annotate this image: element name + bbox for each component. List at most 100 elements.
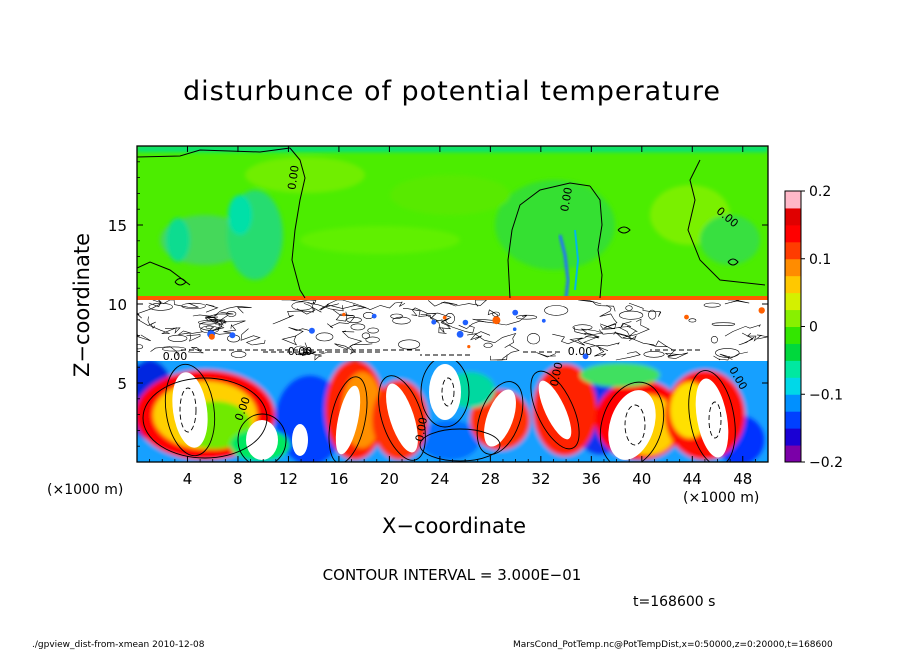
band-contour-loop bbox=[711, 322, 736, 327]
plot-area bbox=[137, 146, 768, 462]
colorbar-swatch bbox=[785, 309, 801, 327]
band-contour bbox=[307, 302, 344, 312]
chart-title: disturbunce of potential temperature bbox=[183, 76, 721, 107]
band-color-speck bbox=[462, 319, 469, 326]
upper-contours bbox=[137, 147, 766, 299]
colorbar-swatch bbox=[785, 377, 801, 395]
band-contour-loop bbox=[230, 350, 247, 358]
band-contour-loop bbox=[346, 316, 362, 323]
x-axis: 4 8 12 16 20 24 28 32 36 40 44 48 bbox=[149, 146, 756, 488]
band-color-speck bbox=[371, 313, 377, 319]
band-contour bbox=[746, 332, 768, 342]
colorbar-tick-label: −0.2 bbox=[809, 455, 843, 471]
band-contour bbox=[578, 299, 616, 312]
band-contour-loop bbox=[398, 339, 421, 350]
x-tick-label: 48 bbox=[733, 470, 752, 488]
x-tick-label: 32 bbox=[531, 470, 550, 488]
band-contour bbox=[474, 331, 517, 348]
x-tick-label: 24 bbox=[430, 470, 449, 488]
band-contour bbox=[713, 355, 730, 361]
x-tick-label: 20 bbox=[380, 470, 399, 488]
band-top-edge bbox=[137, 296, 768, 300]
band-color-speck bbox=[541, 318, 546, 323]
band-contour-loop bbox=[648, 309, 657, 320]
band-contour-loop bbox=[392, 316, 411, 325]
band-contour-loop bbox=[167, 334, 188, 342]
colorbar-tick-label: −0.1 bbox=[809, 387, 843, 403]
band-contour bbox=[613, 331, 637, 342]
band-contour bbox=[192, 314, 226, 324]
band-contour bbox=[281, 327, 315, 346]
colorbar-swatch bbox=[785, 191, 801, 209]
x-unit-label-left: (×1000 m) bbox=[47, 482, 124, 498]
colorbar-swatch bbox=[785, 207, 801, 226]
band-contour bbox=[580, 328, 604, 339]
band-contour-loop bbox=[205, 325, 213, 330]
colorbar-swatch bbox=[785, 428, 801, 446]
contour-label: 0.00 bbox=[558, 186, 575, 212]
band-contour bbox=[308, 352, 327, 361]
band-contour-loop bbox=[367, 327, 379, 334]
band-contour bbox=[573, 326, 609, 351]
band-contour-loop bbox=[625, 305, 633, 311]
band-contour bbox=[425, 314, 443, 322]
band-color-speck bbox=[758, 307, 765, 314]
band-contour bbox=[615, 332, 669, 348]
footer-file-info: MarsCond_PotTemp.nc@PotTempDist,x=0:5000… bbox=[513, 640, 833, 650]
band-contour-loop bbox=[315, 332, 334, 342]
x-axis-label: X−coordinate bbox=[382, 514, 526, 538]
band-color-speck bbox=[684, 314, 689, 320]
band-contour bbox=[590, 342, 620, 347]
band-contour bbox=[665, 346, 689, 359]
band-contour bbox=[137, 299, 162, 319]
y-tick-label: 10 bbox=[108, 296, 127, 314]
band-contour bbox=[497, 344, 520, 361]
band-contour bbox=[138, 319, 156, 329]
band-contour bbox=[552, 333, 587, 346]
colorbar-tick-label: 0.1 bbox=[809, 252, 831, 268]
footer-script-info: ./gpview_dist-from-xmean 2010-12-08 bbox=[32, 640, 205, 650]
band-contour-loop bbox=[643, 350, 665, 358]
band-contour bbox=[628, 302, 662, 317]
time-stamp: t=168600 s bbox=[633, 594, 716, 610]
band-color-speck bbox=[442, 315, 447, 320]
colorbar-swatch bbox=[785, 275, 801, 294]
band-contour bbox=[209, 318, 246, 326]
colorbar-swatch bbox=[785, 224, 801, 243]
x-tick-label: 36 bbox=[582, 470, 601, 488]
band-contour bbox=[536, 352, 557, 358]
contour-label: 0.00 bbox=[548, 361, 566, 388]
colorbar: 0.2 0.1 0 −0.1 −0.2 bbox=[784, 184, 843, 471]
colorbar-tick-label: 0 bbox=[809, 320, 818, 336]
band-contour bbox=[296, 303, 316, 315]
band-contour bbox=[320, 303, 356, 311]
band-color-speck bbox=[582, 353, 589, 360]
contour-label: 0.00 bbox=[413, 416, 430, 442]
colorbar-tick-label: 0.2 bbox=[809, 184, 831, 200]
band-contour bbox=[599, 304, 618, 328]
band-contour-loop bbox=[544, 305, 569, 316]
band-contour bbox=[599, 321, 632, 330]
band-color-speck bbox=[229, 332, 236, 339]
colorbar-swatch bbox=[785, 292, 801, 311]
band-contour bbox=[600, 323, 617, 330]
x-tick-label: 28 bbox=[481, 470, 500, 488]
band-color-speck bbox=[467, 345, 471, 349]
band-color-speck bbox=[342, 312, 346, 317]
band-contour-loop bbox=[526, 333, 540, 345]
band-contour bbox=[438, 325, 452, 334]
band-color-speck bbox=[208, 333, 215, 340]
colorbar-swatch bbox=[785, 411, 801, 429]
band-contour-loop bbox=[365, 336, 380, 343]
band-contour bbox=[214, 305, 252, 317]
band-contour-loop bbox=[148, 302, 173, 311]
band-contour bbox=[137, 333, 151, 342]
band-contour bbox=[738, 332, 755, 346]
band-contour bbox=[428, 300, 458, 307]
band-contour-loop bbox=[572, 324, 593, 331]
x-tick-label: 12 bbox=[279, 470, 298, 488]
colorbar-swatch bbox=[785, 326, 801, 344]
band-contour-loop bbox=[710, 336, 718, 344]
band-color-speck bbox=[492, 316, 501, 325]
